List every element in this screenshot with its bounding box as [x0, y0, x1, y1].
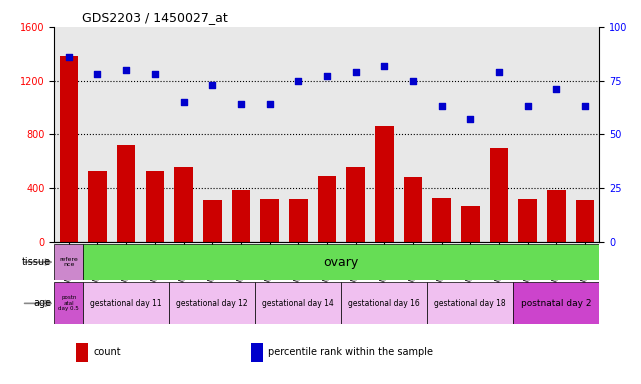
Bar	[341, 282, 428, 324]
Bar	[54, 282, 83, 324]
Bar	[461, 206, 479, 242]
Bar	[169, 282, 255, 324]
Bar	[346, 167, 365, 242]
Point	[322, 73, 332, 79]
Point	[437, 103, 447, 109]
Bar	[519, 199, 537, 242]
Point	[551, 86, 562, 92]
Bar	[251, 343, 263, 362]
Text: gestational day 11: gestational day 11	[90, 299, 162, 308]
Point	[580, 103, 590, 109]
Point	[494, 69, 504, 75]
Bar	[490, 148, 508, 242]
Bar	[404, 177, 422, 242]
Point	[265, 101, 275, 108]
Text: ovary: ovary	[324, 256, 359, 268]
Text: gestational day 14: gestational day 14	[262, 299, 334, 308]
Text: refere
nce: refere nce	[60, 257, 78, 267]
Text: count: count	[94, 347, 121, 357]
Bar	[547, 190, 565, 242]
Bar	[255, 282, 341, 324]
Bar	[432, 198, 451, 242]
Bar	[117, 145, 135, 242]
Point	[63, 54, 74, 60]
Bar	[428, 282, 513, 324]
Bar	[83, 282, 169, 324]
Point	[207, 82, 217, 88]
Bar	[231, 190, 250, 242]
Bar	[54, 244, 83, 280]
Point	[522, 103, 533, 109]
Text: tissue: tissue	[22, 257, 51, 267]
Bar	[513, 282, 599, 324]
Bar	[289, 199, 308, 242]
Text: percentile rank within the sample: percentile rank within the sample	[268, 347, 433, 357]
Text: gestational day 18: gestational day 18	[435, 299, 506, 308]
Point	[178, 99, 188, 105]
Bar	[88, 170, 107, 242]
Bar	[203, 200, 222, 242]
Text: postn
atal
day 0.5: postn atal day 0.5	[58, 295, 79, 311]
Point	[121, 67, 131, 73]
Text: age: age	[33, 298, 51, 308]
Bar	[76, 343, 88, 362]
Bar	[146, 170, 164, 242]
Point	[92, 71, 103, 77]
Point	[236, 101, 246, 108]
Point	[465, 116, 476, 122]
Bar	[60, 56, 78, 242]
Point	[408, 78, 418, 84]
Point	[351, 69, 361, 75]
Bar	[576, 200, 594, 242]
Point	[293, 78, 303, 84]
Text: GDS2203 / 1450027_at: GDS2203 / 1450027_at	[82, 11, 228, 24]
Point	[379, 63, 389, 69]
Bar	[174, 167, 193, 242]
Bar	[260, 199, 279, 242]
Text: gestational day 16: gestational day 16	[349, 299, 420, 308]
Text: gestational day 12: gestational day 12	[176, 299, 248, 308]
Text: postnatal day 2: postnatal day 2	[521, 299, 592, 308]
Bar	[375, 126, 394, 242]
Bar	[317, 176, 337, 242]
Point	[150, 71, 160, 77]
